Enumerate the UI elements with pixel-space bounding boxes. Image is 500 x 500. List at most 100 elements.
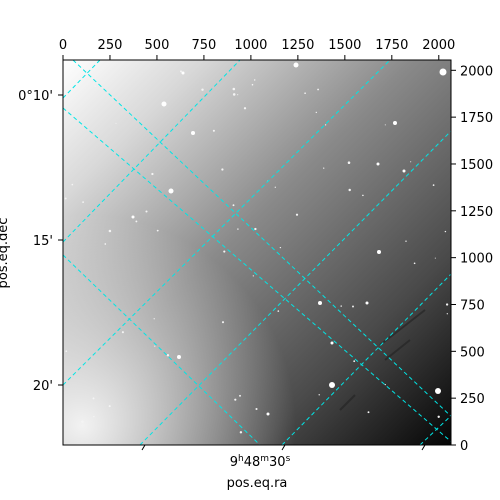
right-axis-tick-label: 1000 — [460, 252, 493, 267]
star — [191, 131, 195, 135]
star — [432, 184, 435, 186]
right-axis-tick-label: 750 — [460, 298, 485, 313]
star — [234, 398, 237, 401]
star — [413, 262, 416, 265]
star — [237, 228, 239, 230]
star — [156, 229, 159, 232]
star — [352, 305, 354, 308]
star — [201, 88, 204, 91]
star — [384, 383, 386, 386]
star — [104, 243, 107, 245]
dec-tick-label: 15' — [33, 234, 53, 249]
star — [223, 250, 226, 253]
right-axis-tick-label: 1250 — [460, 205, 493, 220]
ra-axis: 9h48m30s — [141, 444, 426, 470]
star — [255, 407, 258, 411]
star — [153, 318, 155, 320]
star — [317, 88, 319, 91]
right-axis-tick-label: 1750 — [460, 111, 493, 126]
star — [131, 215, 135, 219]
star — [181, 71, 185, 75]
right-axis-tick-label: 0 — [460, 439, 468, 454]
grid-line — [72, 60, 451, 417]
top-axis-tick-label: 750 — [192, 38, 217, 53]
grid-line — [63, 60, 101, 99]
star — [324, 124, 327, 126]
star — [444, 230, 447, 233]
top-axis-tick-label: 2000 — [422, 38, 455, 53]
star — [377, 250, 381, 254]
star — [161, 101, 167, 107]
star — [348, 188, 351, 192]
top-axis-tick-label: 250 — [98, 38, 123, 53]
star — [279, 246, 282, 249]
star — [81, 420, 84, 423]
star — [410, 161, 412, 163]
grid-line — [63, 107, 451, 443]
star — [329, 382, 335, 388]
star-field — [64, 62, 449, 434]
star — [108, 405, 111, 408]
star — [437, 415, 440, 418]
star — [318, 394, 320, 396]
star — [376, 162, 380, 166]
star — [71, 183, 74, 186]
top-axis-tick-label: 500 — [145, 38, 170, 53]
star — [82, 201, 84, 203]
right-axis-tick-label: 2000 — [460, 64, 493, 79]
star — [362, 194, 364, 197]
star — [166, 354, 170, 357]
right-axis-tick-label: 250 — [460, 392, 485, 407]
plot-frame — [62, 59, 452, 446]
star — [393, 121, 397, 125]
star — [64, 197, 67, 200]
grid-line — [63, 254, 261, 445]
x-axis-title: pos.eq.ra — [227, 476, 288, 491]
star — [94, 85, 96, 87]
top-axis: 0 250 500 750 1000 1250 1500 1750 2000 — [59, 38, 455, 60]
star — [347, 161, 351, 164]
star — [304, 92, 306, 95]
grid-line — [63, 60, 241, 243]
star — [252, 275, 254, 277]
star — [340, 305, 342, 307]
star — [145, 210, 148, 213]
star — [254, 227, 257, 231]
star — [221, 168, 224, 171]
star — [93, 67, 96, 70]
top-axis-tick-label: 1750 — [375, 38, 408, 53]
star — [266, 412, 270, 416]
star — [239, 394, 241, 397]
star — [121, 331, 124, 334]
star — [232, 93, 236, 96]
star — [277, 310, 280, 312]
star — [154, 345, 156, 347]
star — [365, 301, 369, 305]
star — [151, 172, 154, 176]
star — [232, 87, 236, 91]
star — [65, 350, 68, 353]
star — [405, 240, 407, 242]
right-axis-tick-label: 500 — [460, 345, 485, 360]
image-panel — [63, 60, 451, 445]
star — [168, 188, 174, 194]
star — [115, 122, 117, 124]
star — [446, 313, 448, 315]
star — [232, 204, 235, 207]
star — [445, 303, 449, 306]
diffraction-streak — [339, 309, 426, 411]
dec-tick-label: 20' — [33, 379, 53, 394]
top-axis-tick-label: 1500 — [328, 38, 361, 53]
top-axis-tick-label: 1250 — [281, 38, 314, 53]
star — [435, 388, 441, 394]
star — [253, 79, 256, 81]
star — [323, 167, 325, 169]
star — [295, 213, 299, 216]
dec-tick-label: 0°10' — [18, 89, 53, 104]
star — [384, 124, 386, 126]
dec-axis: 0°10' 15' 20' — [18, 89, 63, 394]
star — [212, 129, 215, 132]
star — [108, 229, 112, 233]
star — [180, 70, 182, 73]
